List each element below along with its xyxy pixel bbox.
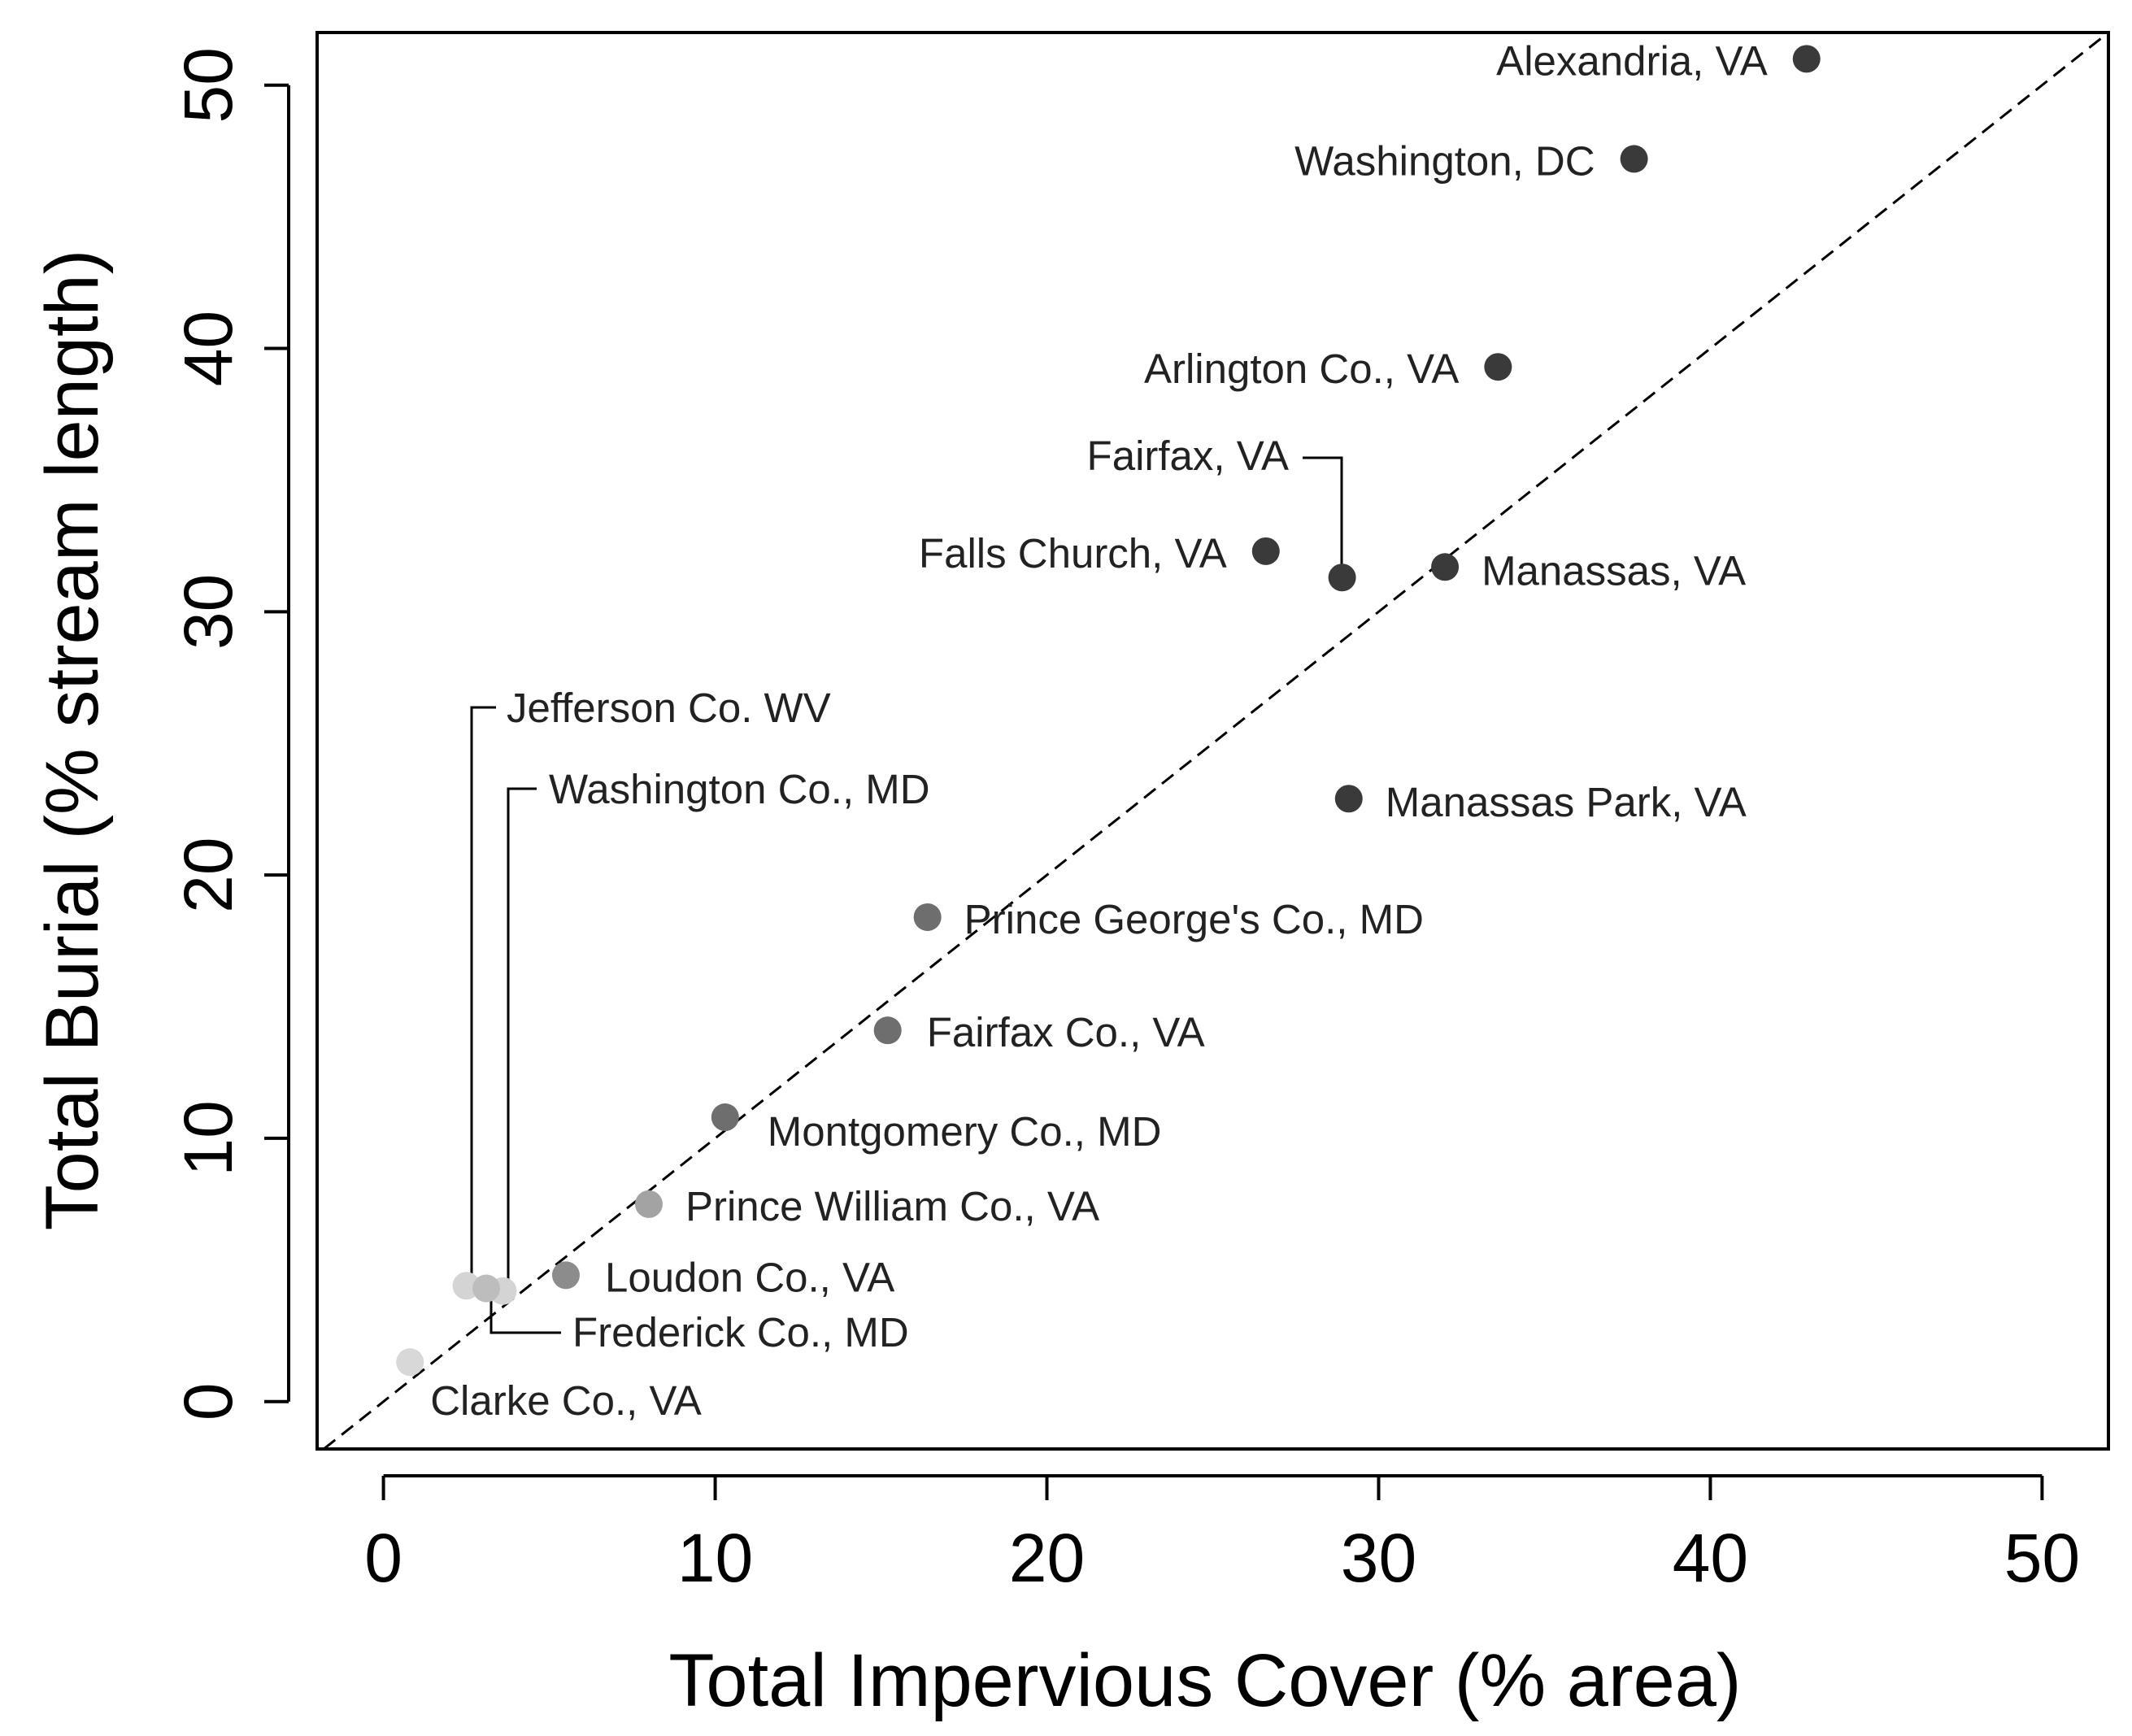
leader-line xyxy=(1303,456,1343,567)
data-point xyxy=(1792,45,1821,73)
data-point xyxy=(396,1348,424,1377)
leader-line xyxy=(489,1298,561,1334)
point-label: Manassas, VA xyxy=(1482,547,1746,594)
y-axis: 0 10 20 30 40 50 xyxy=(170,47,290,1421)
point-label: Fairfax Co., VA xyxy=(927,1009,1205,1055)
x-tick-label: 40 xyxy=(1673,1520,1748,1596)
x-axis: 0 10 20 30 40 50 xyxy=(364,1474,2080,1596)
x-tick-label: 0 xyxy=(364,1520,402,1596)
y-tick-label: 0 xyxy=(170,1382,246,1421)
data-point xyxy=(1431,553,1460,581)
y-tick-label: 30 xyxy=(170,574,246,650)
leader-line xyxy=(507,787,537,1281)
point-label: Prince William Co., VA xyxy=(685,1183,1099,1229)
y-tick-label: 50 xyxy=(170,47,246,123)
plot-frame xyxy=(315,31,2110,1451)
point-label: Alexandria, VA xyxy=(1496,37,1768,84)
data-point xyxy=(711,1103,739,1132)
point-label: Fairfax, VA xyxy=(1087,433,1289,479)
reference-line-group xyxy=(323,31,2109,1451)
point-label: Manassas Park, VA xyxy=(1386,779,1747,825)
point-label: Prince George's Co., MD xyxy=(964,896,1424,942)
data-point xyxy=(1328,563,1356,592)
x-axis-title: Total Impervious Cover (% area) xyxy=(668,1639,1741,1722)
point-label: Arlington Co., VA xyxy=(1144,346,1459,392)
data-point xyxy=(1484,353,1512,381)
leader-line xyxy=(470,706,496,1277)
data-points xyxy=(396,45,1821,1377)
point-label: Jefferson Co. WV xyxy=(507,685,831,731)
data-point xyxy=(634,1190,663,1218)
data-point xyxy=(472,1274,501,1303)
y-tick-label: 20 xyxy=(170,837,246,912)
data-point xyxy=(873,1016,902,1045)
x-tick-label: 50 xyxy=(2004,1520,2080,1596)
point-label: Falls Church, VA xyxy=(919,530,1227,576)
leader-lines xyxy=(470,456,1343,1334)
point-label: Clarke Co., VA xyxy=(430,1377,702,1424)
data-point xyxy=(913,903,942,931)
y-tick-label: 10 xyxy=(170,1100,246,1176)
point-label: Frederick Co., MD xyxy=(572,1309,909,1355)
y-tick-label: 40 xyxy=(170,311,246,386)
data-point xyxy=(1334,785,1363,813)
data-point xyxy=(1251,537,1280,565)
y-axis-title: Total Burial (% stream length) xyxy=(31,250,114,1231)
x-tick-label: 20 xyxy=(1009,1520,1085,1596)
point-label: Montgomery Co., MD xyxy=(768,1108,1162,1155)
reference-line xyxy=(323,31,2109,1451)
x-tick-label: 30 xyxy=(1341,1520,1416,1596)
data-point xyxy=(551,1261,580,1290)
point-label: Washington, DC xyxy=(1294,137,1595,184)
point-label: Loudon Co., VA xyxy=(605,1254,894,1300)
x-tick-label: 10 xyxy=(677,1520,753,1596)
point-labels: Alexandria, VA Washington, DC Arlington Co… xyxy=(430,37,1768,1424)
point-label: Washington Co., MD xyxy=(549,766,930,812)
data-point xyxy=(1620,145,1648,173)
